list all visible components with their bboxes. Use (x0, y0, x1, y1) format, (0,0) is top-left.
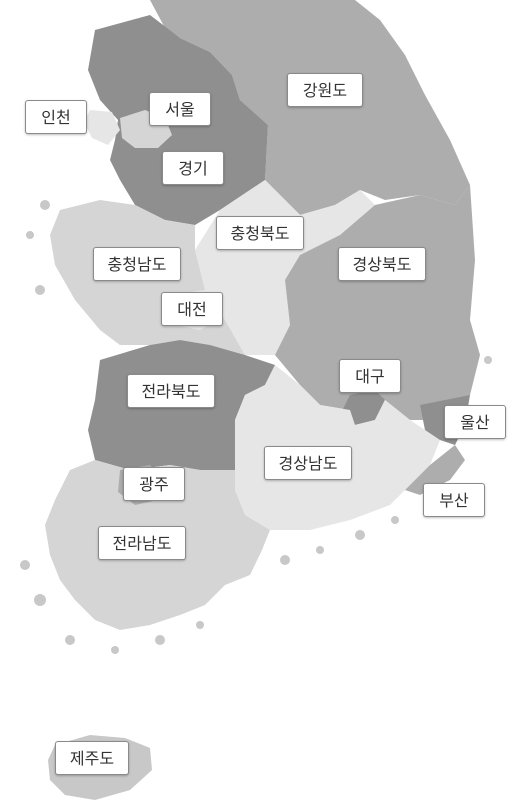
label-busan[interactable]: 부산 (423, 483, 485, 517)
label-gyeonggi[interactable]: 경기 (162, 151, 224, 185)
region-busan[interactable] (405, 445, 465, 495)
label-jeonnam[interactable]: 전라남도 (98, 526, 186, 560)
label-daegu[interactable]: 대구 (339, 359, 401, 393)
region-incheon[interactable] (84, 110, 120, 145)
region-gangwon[interactable] (150, 0, 470, 215)
islands (20, 200, 492, 654)
label-gyeongbuk[interactable]: 경상북도 (338, 247, 426, 281)
label-gangwon[interactable]: 강원도 (287, 73, 363, 107)
label-chungbuk[interactable]: 충청북도 (216, 216, 304, 250)
label-ulsan[interactable]: 울산 (444, 405, 506, 439)
label-gwangju[interactable]: 광주 (123, 467, 185, 501)
region-gyeongbuk[interactable] (275, 185, 480, 420)
label-daejeon[interactable]: 대전 (161, 292, 223, 326)
label-chungnam[interactable]: 충청남도 (93, 247, 181, 281)
label-jeju[interactable]: 제주도 (55, 741, 129, 775)
label-jeonbuk[interactable]: 전라북도 (127, 374, 215, 408)
label-seoul[interactable]: 서울 (149, 92, 211, 126)
label-gyeongnam[interactable]: 경상남도 (264, 446, 352, 480)
label-incheon[interactable]: 인천 (25, 100, 87, 134)
